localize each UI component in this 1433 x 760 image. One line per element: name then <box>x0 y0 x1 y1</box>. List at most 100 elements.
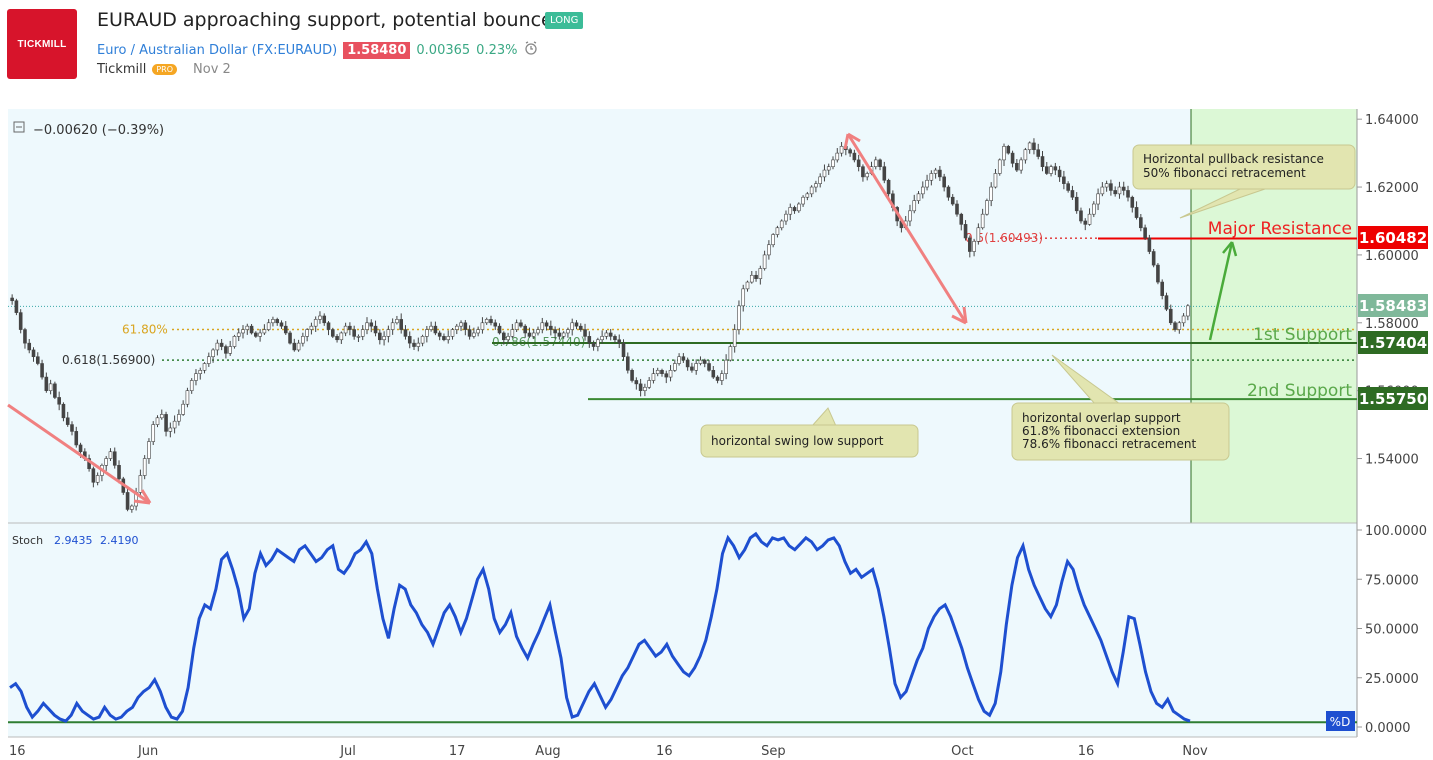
svg-text:1.60482: 1.60482 <box>1359 229 1427 247</box>
candle-body <box>882 166 887 181</box>
candle-body <box>433 325 438 334</box>
candle-body <box>886 179 891 195</box>
svg-text:Horizontal pullback resistance: Horizontal pullback resistance <box>1143 152 1324 166</box>
stoch-axis-ticks: 100.0000 75.0000 50.0000 25.0000 0.0000 <box>1357 524 1427 736</box>
candle-body <box>271 319 275 324</box>
candle-body <box>1126 190 1130 198</box>
candle-body <box>296 342 301 351</box>
resistance-price-tag: 1.60482 <box>1358 226 1428 249</box>
candle-body <box>117 465 121 480</box>
candle-body <box>933 169 938 174</box>
candle-body <box>1027 142 1032 151</box>
candle-body <box>536 329 540 334</box>
candle-body <box>997 159 1002 174</box>
svg-text:horizontal overlap support: horizontal overlap support <box>1022 411 1181 425</box>
candle-body <box>91 468 96 483</box>
candle-body <box>1117 186 1122 195</box>
time-tick-label: 16 <box>9 744 26 759</box>
candle-body <box>506 336 510 341</box>
candle-body <box>968 237 972 252</box>
candle-body <box>685 359 690 368</box>
candle-body <box>767 244 771 256</box>
tickmill-logo: TICKMILL <box>7 9 77 79</box>
stoch-d-line <box>9 531 1191 723</box>
candle-body <box>557 332 562 337</box>
arrow-down-2-head <box>951 306 968 325</box>
candle-body <box>407 336 412 344</box>
candle-body <box>78 444 83 453</box>
last-price-tag: 1.58483 <box>1358 294 1428 317</box>
candle-body <box>476 329 480 334</box>
candle-body <box>668 369 673 378</box>
candle-body <box>108 451 113 459</box>
candle-body <box>412 342 416 347</box>
candle-body <box>660 369 664 374</box>
candle-body <box>245 325 250 330</box>
time-tick-label: Sep <box>761 744 786 759</box>
candle-body <box>587 336 592 344</box>
candle-body <box>510 329 515 337</box>
candle-body <box>472 332 476 337</box>
candle-body <box>771 234 775 246</box>
time-tick-label: Oct <box>951 744 973 759</box>
candle-body <box>61 403 66 419</box>
price-tick-label: 1.64000 <box>1365 113 1419 128</box>
candle-body <box>292 342 297 351</box>
candle-body <box>326 322 331 330</box>
candle-body <box>1151 251 1156 266</box>
trend-arrows <box>7 132 1238 505</box>
candle-body <box>950 196 955 205</box>
candle-body <box>459 322 463 327</box>
candle-body <box>852 152 857 161</box>
candle-body <box>544 322 549 327</box>
candle-body <box>801 196 805 205</box>
stoch-value-1: 2.9435 <box>54 534 93 547</box>
candle-body <box>1164 295 1169 310</box>
candle-body <box>942 176 946 188</box>
author-name[interactable]: Tickmill <box>97 62 147 77</box>
candle-body <box>1092 203 1096 215</box>
candle-body <box>566 329 570 334</box>
first-support-price-tag: 1.57404 <box>1358 331 1428 354</box>
candle-body <box>1181 315 1186 324</box>
alarm-clock-icon[interactable] <box>523 40 539 60</box>
candle-body <box>1177 322 1182 330</box>
svg-text:horizontal swing low support: horizontal swing low support <box>711 434 884 448</box>
stoch-title: Stoch <box>12 534 43 547</box>
candle-body <box>600 336 604 341</box>
candle-body <box>181 403 185 415</box>
arrow-down-2 <box>846 133 968 324</box>
candle-body <box>335 336 339 341</box>
stoch-tick-label: 100.0000 <box>1365 524 1427 539</box>
candle-body <box>578 325 583 330</box>
candle-body <box>779 220 784 229</box>
price-tick-label: 1.62000 <box>1365 181 1419 196</box>
svg-text:1.57404: 1.57404 <box>1359 334 1427 352</box>
candle-body <box>279 322 284 327</box>
candle-body <box>993 173 998 188</box>
candle-body <box>651 373 656 381</box>
fib-618-label: 0.618(1.56900) <box>62 353 155 367</box>
candle-body <box>155 417 160 425</box>
candle-body <box>574 322 579 327</box>
candle-body <box>95 475 100 483</box>
candle-body <box>309 325 314 330</box>
symbol-link[interactable]: Euro / Australian Dollar (FX:EURAUD) <box>97 42 338 58</box>
fib-618pct-label: 61.80% <box>122 323 168 337</box>
candle-body <box>463 322 468 330</box>
candle-body <box>262 329 267 334</box>
candle-body <box>1057 169 1062 178</box>
candle-body <box>450 329 455 337</box>
candle-body <box>1130 196 1135 208</box>
candle-body <box>369 322 374 327</box>
first-support-label: 1st Support <box>1253 325 1352 345</box>
pro-badge: PRO <box>152 64 178 75</box>
candle-body <box>232 336 237 347</box>
second-support-label: 2nd Support <box>1247 381 1352 401</box>
candle-body <box>339 332 344 341</box>
candle-body <box>429 325 433 330</box>
candle-body <box>142 458 147 476</box>
stoch-tick-label: 25.0000 <box>1365 672 1419 687</box>
candle-body <box>634 380 639 385</box>
